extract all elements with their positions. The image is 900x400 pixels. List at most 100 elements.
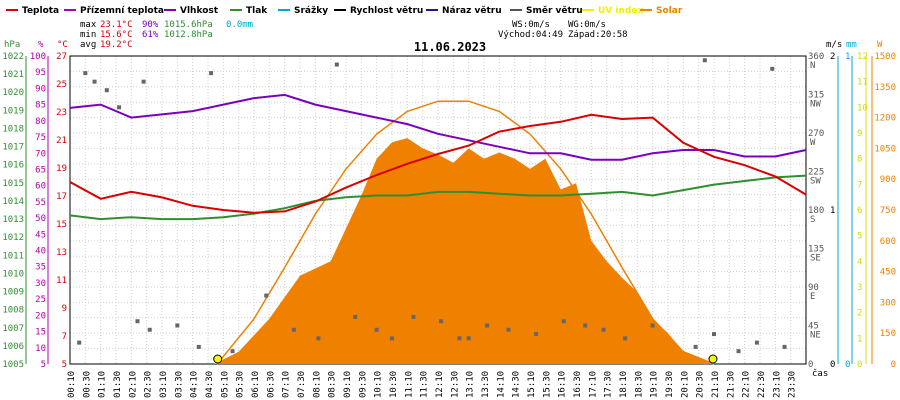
hpa-tick-label: 1015	[2, 179, 24, 189]
dir-compass-label: S	[810, 215, 815, 225]
wind-direction-point	[650, 323, 655, 328]
legend-item-label: Přízemní teplota	[80, 6, 164, 16]
wind-direction-point	[601, 327, 606, 332]
hpa-tick-label: 1009	[2, 288, 24, 298]
wind-direction-point	[334, 62, 339, 67]
stats-max-label: max	[80, 20, 97, 30]
wind-direction-point	[782, 344, 787, 349]
hpa-tick-label: 1021	[2, 70, 24, 80]
x-tick-label: 15:10	[527, 371, 537, 398]
x-tick-label: 00:30	[82, 371, 92, 398]
legend-item-label: Vlhkost	[180, 6, 219, 16]
x-tick-label: 07:30	[297, 371, 307, 398]
legend-item-label: UV index	[598, 6, 643, 16]
wind-direction-point	[754, 340, 759, 345]
x-tick-label: 03:30	[174, 371, 184, 398]
stats-avg-label: avg	[80, 40, 96, 50]
dir-tick-label: 90	[808, 283, 819, 293]
x-tick-label: 11:10	[404, 371, 414, 398]
stats-min-press: 1012.8hPa	[164, 30, 213, 40]
x-tick-label: 19:10	[650, 371, 660, 398]
uv-tick-label: 6	[857, 206, 862, 216]
wind-direction-point	[736, 349, 741, 354]
degc-axis-unit: °C	[57, 40, 68, 50]
hpa-tick-label: 1018	[2, 124, 24, 134]
mm-tick-label: 0	[845, 360, 850, 370]
dir-compass-label: E	[810, 292, 815, 302]
x-tick-label: 02:10	[128, 371, 138, 398]
series-lines	[69, 93, 807, 221]
legend-item-label: Náraz větru	[442, 5, 502, 16]
legend-item-label: Teplota	[22, 6, 59, 16]
pct-tick-label: 80	[35, 117, 46, 127]
x-tick-label: 08:30	[328, 371, 338, 398]
x-tick-label: 09:30	[358, 371, 368, 398]
x-tick-label: 13:10	[466, 371, 476, 398]
w-tick-label: 150	[880, 329, 896, 339]
x-tick-label: 02:30	[144, 371, 154, 398]
x-tick-label: 08:10	[312, 371, 322, 398]
wind-direction-point	[411, 314, 416, 319]
dir-tick-label: 315	[808, 91, 824, 101]
degc-tick-label: 23	[56, 108, 67, 118]
wind-direction-point	[457, 336, 462, 341]
x-tick-label: 16:30	[573, 371, 583, 398]
w-tick-label: 750	[880, 206, 896, 216]
x-tick-label: 15:30	[542, 371, 552, 398]
series-line-tlak	[69, 174, 807, 221]
x-tick-label: 10:30	[389, 371, 399, 398]
w-tick-label: 1050	[874, 144, 896, 154]
hpa-tick-label: 1012	[2, 233, 24, 243]
pct-tick-label: 90	[35, 84, 46, 94]
degc-tick-label: 25	[56, 80, 67, 90]
uv-tick-label: 2	[857, 309, 862, 319]
wind-direction-point	[135, 319, 140, 324]
hpa-tick-label: 1010	[2, 269, 24, 279]
wind-direction-point	[534, 332, 539, 337]
dir-tick-label: 180	[808, 206, 824, 216]
dir-compass-label: SW	[810, 177, 821, 187]
series-line-vlhkost	[69, 93, 807, 161]
chart-legend: Teplota Přízemní teplota Vlhkost Tlak Srážky…	[6, 5, 683, 16]
pct-tick-label: 10	[35, 344, 46, 354]
w-axis-unit: W	[877, 40, 883, 50]
pct-tick-label: 15	[35, 328, 46, 338]
solar-theoretical-line	[216, 100, 715, 365]
hpa-tick-label: 1008	[2, 306, 24, 316]
dir-tick-label: 45	[808, 322, 819, 332]
x-tick-label: 23:30	[788, 371, 798, 398]
hpa-tick-label: 1020	[2, 88, 24, 98]
stats-ws: WS:0m/s	[512, 20, 550, 30]
wind-direction-point	[196, 344, 201, 349]
x-tick-label: 05:10	[220, 371, 230, 398]
hpa-tick-label: 1005	[2, 360, 24, 370]
legend-item-label: Směr větru	[526, 5, 583, 16]
x-tick-label: 14:10	[496, 371, 506, 398]
left-axes: 1022102110201019101810171016101510141013…	[2, 52, 67, 370]
pct-tick-label: 65	[35, 165, 46, 175]
stats-max-hum: 90%	[142, 20, 159, 30]
dir-tick-label: 0	[808, 360, 813, 370]
w-tick-label: 300	[880, 298, 896, 308]
x-axis: 00:10 00:30 01:10 01:30 02:10 02:30 03:10 03:30…	[67, 371, 798, 398]
degc-tick-label: 15	[56, 220, 67, 230]
x-tick-label: 14:30	[512, 371, 522, 398]
legend-item-label: Rychlost větru	[350, 5, 423, 16]
wind-direction-point	[770, 66, 775, 71]
wind-direction-point	[374, 327, 379, 332]
x-tick-label: 17:10	[588, 371, 598, 398]
w-tick-label: 600	[880, 237, 896, 247]
pct-tick-label: 45	[35, 230, 46, 240]
ms-tick-label: 2	[830, 52, 835, 62]
x-tick-label: 10:10	[374, 371, 384, 398]
stats-sunrise: Východ:04:49	[498, 30, 563, 40]
wind-direction-point	[561, 319, 566, 324]
degc-tick-label: 5	[62, 360, 67, 370]
uv-tick-label: 8	[857, 155, 862, 165]
wind-direction-point	[264, 293, 269, 298]
stats-rain: 0.0mm	[226, 20, 253, 30]
x-tick-label: 22:30	[757, 371, 767, 398]
plot-area	[69, 55, 807, 365]
wind-direction-point	[316, 336, 321, 341]
hpa-axis-unit: hPa	[4, 40, 20, 50]
